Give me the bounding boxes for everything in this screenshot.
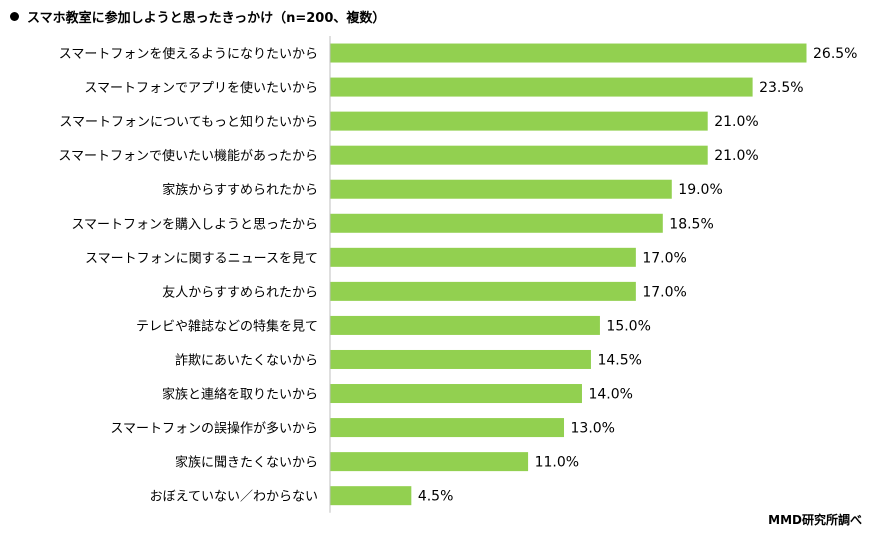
value-label: 14.5%: [597, 352, 641, 368]
bar: [330, 77, 753, 97]
bar: [330, 384, 582, 404]
bar: [330, 247, 636, 267]
value-label: 13.0%: [571, 421, 615, 437]
category-label: スマートフォンでアプリを使いたいから: [84, 80, 318, 96]
value-label: 18.5%: [669, 216, 713, 232]
category-label: スマートフォンに関するニュースを見て: [85, 251, 318, 266]
bar: [330, 281, 636, 301]
category-label: おぼえていない／わからない: [150, 490, 318, 505]
value-label: 23.5%: [759, 80, 803, 96]
bar: [330, 349, 591, 369]
value-label: 17.0%: [642, 250, 686, 266]
bar: [330, 213, 663, 233]
bar: [330, 486, 412, 506]
bar: [330, 315, 600, 335]
value-label: 26.5%: [813, 46, 857, 62]
bar: [330, 179, 672, 199]
bar: [330, 452, 529, 472]
category-label: 家族に聞きたくないから: [175, 455, 318, 471]
category-label: テレビや雑誌などの特集を見て: [136, 318, 318, 334]
chart-title: スマホ教室に参加しようと思ったきっかけ（n=200、複数）: [27, 11, 386, 26]
value-label: 15.0%: [606, 318, 650, 334]
bar: [330, 111, 708, 131]
category-label: 家族と連絡を取りたいから: [162, 387, 318, 403]
bar: [330, 43, 807, 63]
value-label: 4.5%: [418, 489, 454, 505]
category-label: スマートフォンを購入しようと思ったから: [71, 217, 318, 232]
category-label: スマートフォンについてもっと知りたいから: [59, 114, 318, 130]
category-label: 詐欺にあいたくないから: [175, 352, 318, 368]
value-label: 21.0%: [714, 114, 758, 130]
category-label: 家族からすすめられたから: [162, 182, 318, 198]
value-label: 19.0%: [678, 182, 722, 198]
category-label: 友人からすすめられたから: [162, 284, 318, 300]
value-label: 14.0%: [588, 387, 632, 403]
source-note: MMD研究所調べ: [768, 513, 862, 527]
bar: [330, 145, 708, 165]
value-label: 11.0%: [535, 455, 579, 471]
bar: [330, 418, 565, 438]
category-label: スマートフォンの誤操作が多いから: [110, 421, 318, 437]
category-label: スマートフォンを使えるようになりたいから: [59, 46, 318, 62]
value-label: 21.0%: [714, 148, 758, 164]
value-label: 17.0%: [642, 284, 686, 300]
bullet-icon: [10, 12, 19, 21]
chart-title-row: スマホ教室に参加しようと思ったきっかけ（n=200、複数）: [10, 7, 385, 26]
category-label: スマートフォンで使いたい機能があったから: [58, 148, 318, 164]
